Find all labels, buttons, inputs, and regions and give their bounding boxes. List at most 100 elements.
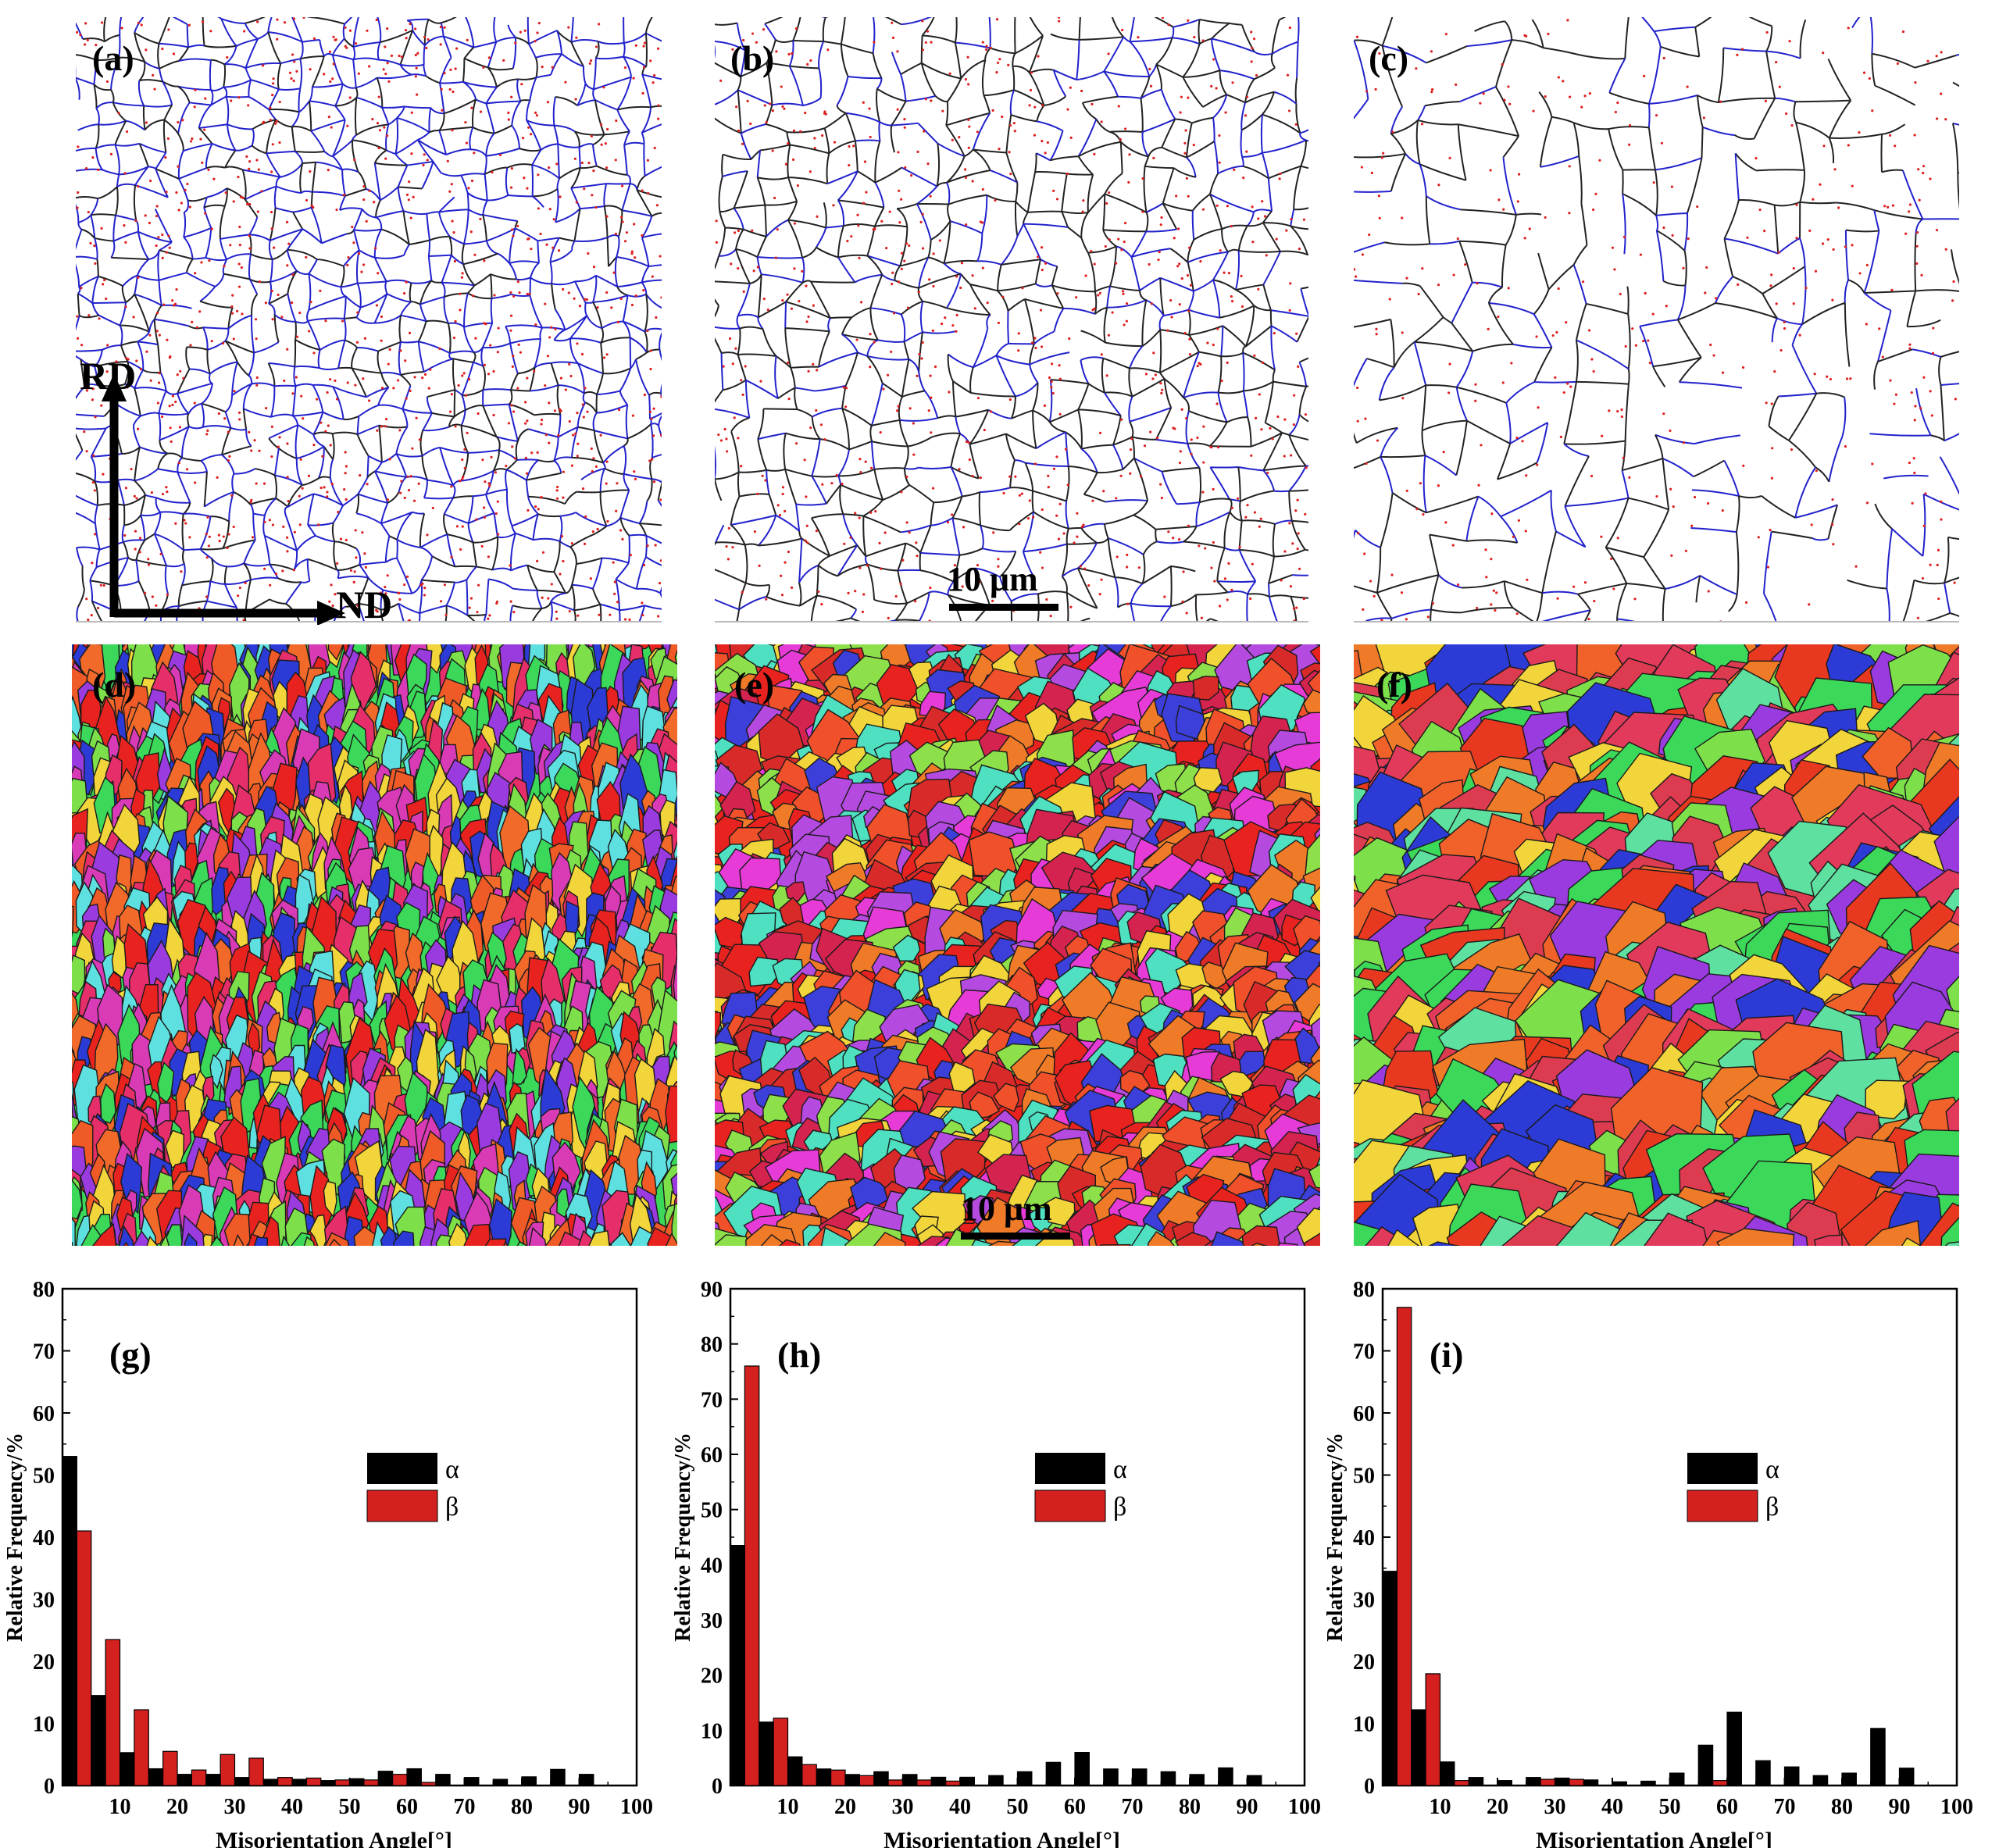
special-boundary-dot-132 — [580, 161, 584, 165]
grain-boundary-847 — [584, 391, 598, 395]
grain-boundary-609 — [592, 275, 598, 303]
special-boundary-dot-115 — [755, 41, 758, 44]
grain-boundary-560 — [745, 379, 779, 400]
grain-boundary-54 — [1647, 103, 1651, 128]
special-boundary-dot-600 — [398, 598, 402, 601]
grain-boundary-199 — [759, 144, 791, 152]
grain-boundary-299 — [235, 144, 253, 152]
special-boundary-dot-526 — [793, 222, 797, 225]
grain-boundary-720 — [730, 496, 741, 526]
special-boundary-dot-151 — [787, 52, 791, 56]
special-boundary-dot-347 — [1069, 605, 1073, 608]
grain-boundary-879 — [799, 594, 818, 607]
special-boundary-dot-277 — [1283, 455, 1286, 458]
grain-boundary-653 — [950, 433, 961, 468]
special-boundary-dot-217 — [278, 141, 281, 144]
grain-boundary-883 — [422, 412, 433, 431]
grain-boundary-737 — [1032, 490, 1067, 502]
grain-boundary-74 — [1182, 43, 1201, 78]
special-boundary-dot-272 — [1014, 475, 1017, 478]
grain-boundary-541 — [1080, 359, 1090, 384]
special-boundary-dot-648 — [272, 82, 275, 85]
grain-boundary-4 — [764, 23, 776, 41]
special-boundary-dot-591 — [1266, 471, 1269, 475]
grain-boundary-339 — [1430, 574, 1440, 610]
grain-boundary-1194 — [227, 562, 245, 568]
special-boundary-dot-263 — [568, 362, 571, 366]
grain-boundary-597 — [1298, 386, 1308, 415]
special-boundary-dot-615 — [1288, 26, 1291, 30]
grain-boundary-1150 — [264, 534, 298, 551]
grain-boundary-154 — [1844, 230, 1849, 280]
special-boundary-dot-194 — [967, 441, 970, 444]
grain-boundary-365 — [837, 257, 856, 283]
grain-boundary-971 — [368, 455, 383, 463]
special-boundary-dot-750 — [439, 25, 442, 29]
special-boundary-dot-629 — [775, 50, 778, 53]
special-boundary-dot-142 — [1696, 205, 1699, 209]
grain-boundary-317 — [743, 228, 767, 237]
special-boundary-dot-289 — [1378, 216, 1381, 219]
grain-boundary-187 — [1185, 123, 1193, 158]
grain-boundary-352 — [315, 161, 343, 171]
grain-boundary-857 — [1062, 567, 1079, 578]
special-boundary-dot-137 — [1944, 248, 1947, 251]
special-boundary-dot-257 — [400, 480, 403, 483]
special-boundary-dot-384 — [168, 405, 171, 408]
special-boundary-dot-167 — [1273, 331, 1276, 335]
special-boundary-dot-321 — [166, 490, 169, 494]
grain-boundary-456 — [946, 307, 991, 316]
special-boundary-dot-593 — [848, 144, 851, 148]
special-boundary-dot-811 — [212, 177, 216, 180]
grain-boundary-74 — [443, 35, 474, 48]
grain-boundary-1062 — [287, 493, 314, 508]
grain-boundary-200 — [198, 104, 212, 129]
special-boundary-dot-831 — [200, 261, 203, 264]
grain-boundary-96 — [920, 62, 937, 97]
grain-boundary-314 — [1355, 530, 1381, 548]
grain-boundary-916 — [827, 617, 851, 623]
special-boundary-dot-577 — [79, 33, 82, 37]
special-boundary-dot-8 — [91, 398, 95, 401]
special-boundary-dot-553 — [1198, 544, 1201, 548]
grain-boundary-572 — [952, 380, 972, 394]
grain-boundary-262 — [1564, 440, 1626, 445]
special-boundary-dot-71 — [510, 167, 513, 170]
grain-boundary-668 — [154, 318, 189, 327]
special-boundary-dot-82 — [1117, 237, 1120, 241]
grain-boundary-148 — [1226, 94, 1246, 104]
grain-boundary-449 — [402, 210, 410, 245]
grain-boundary-452 — [438, 209, 469, 213]
special-boundary-dot-143 — [737, 229, 740, 233]
special-boundary-dot-17 — [316, 398, 319, 401]
grain-boundary-715 — [120, 344, 129, 362]
special-boundary-dot-293 — [1497, 198, 1501, 202]
special-boundary-dot-652 — [604, 142, 607, 145]
grain-boundary-537 — [286, 249, 298, 272]
grain-boundary-728 — [862, 499, 884, 517]
grain-boundary-33 — [493, 17, 498, 43]
special-boundary-dot-158 — [509, 291, 512, 294]
grain-boundary-596 — [441, 282, 446, 298]
grain-boundary-1148 — [222, 539, 255, 550]
grain-boundary-891 — [508, 404, 519, 442]
special-boundary-dot-180 — [334, 379, 337, 382]
grain-boundary-702 — [569, 315, 588, 339]
grain-boundary-1065 — [307, 494, 315, 526]
grain-boundary-327 — [874, 224, 908, 228]
grain-boundary-1197 — [243, 562, 252, 580]
grain-boundary-393 — [223, 187, 228, 207]
grain-boundary-220 — [1120, 141, 1149, 158]
grain-boundary-27 — [428, 18, 441, 24]
grain-boundary-728 — [294, 339, 297, 367]
grain-boundary-301 — [1146, 202, 1164, 213]
special-boundary-dot-499 — [605, 166, 609, 169]
special-boundary-dot-243 — [1117, 105, 1120, 108]
grain-boundary-483 — [739, 326, 763, 330]
grain-boundary-878 — [356, 416, 360, 435]
special-boundary-dot-75 — [859, 471, 862, 474]
grain-boundary-571 — [159, 272, 187, 281]
grain-boundary-97 — [1540, 155, 1580, 168]
grain-boundary-894 — [584, 401, 598, 414]
special-boundary-dot-714 — [152, 73, 155, 77]
